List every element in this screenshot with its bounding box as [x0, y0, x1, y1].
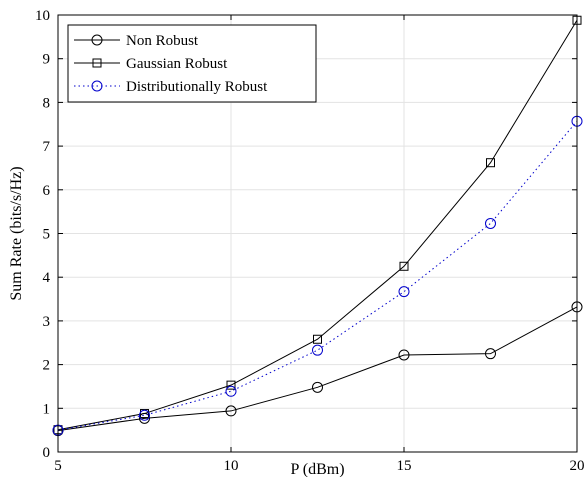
legend-item: Distributionally Robust [74, 79, 268, 95]
y-axis-label: Sum Rate (bits/s/Hz) [8, 166, 25, 300]
data-point [225, 405, 237, 417]
data-point [226, 380, 236, 390]
legend-label: Distributionally Robust [126, 79, 268, 95]
series-line [57, 120, 578, 431]
y-tick-label: 6 [43, 183, 51, 199]
legend-marker [92, 58, 102, 68]
data-point [485, 217, 496, 229]
y-tick-label: 8 [43, 95, 51, 111]
y-tick-label: 0 [43, 445, 51, 461]
data-point [139, 409, 150, 421]
legend-item: Non Robust [74, 33, 199, 49]
y-tick-label: 5 [43, 227, 51, 243]
data-point [398, 286, 410, 298]
data-point [140, 409, 149, 419]
x-tick-label: 5 [54, 458, 62, 474]
y-tick-label: 7 [43, 139, 51, 155]
series-line [57, 19, 578, 431]
data-point [398, 349, 410, 361]
data-point [485, 348, 496, 360]
y-tick-label: 9 [43, 52, 51, 68]
legend: Non Robust Gaussian Robust Distributionall… [67, 24, 317, 103]
y-tick-label: 4 [43, 270, 51, 286]
data-point [313, 334, 322, 344]
legend-marker [91, 34, 103, 46]
x-axis-label: P (dBm) [290, 461, 344, 477]
y-tick-label: 2 [43, 358, 51, 374]
y-tick-label: 3 [43, 314, 51, 330]
series-2 [53, 15, 582, 435]
data-point [312, 381, 323, 393]
legend-item: Gaussian Robust [74, 56, 228, 72]
data-point [225, 385, 237, 397]
legend-label: Non Robust [126, 33, 199, 49]
series-line [57, 306, 578, 432]
data-point [399, 261, 409, 271]
series-layer [52, 15, 583, 437]
y-tick-label: 10 [35, 8, 50, 24]
x-tick-label: 20 [570, 458, 585, 474]
legend-marker [91, 80, 103, 92]
legend-label: Gaussian Robust [126, 56, 228, 72]
x-tick-label: 10 [224, 458, 239, 474]
x-tick-label: 15 [397, 458, 412, 474]
axis-ticks: 5 10 15 20 0 1 2 3 4 5 6 7 8 9 10 [35, 8, 585, 474]
data-point [486, 158, 495, 168]
y-tick-label: 1 [43, 401, 51, 417]
data-point [312, 344, 323, 356]
